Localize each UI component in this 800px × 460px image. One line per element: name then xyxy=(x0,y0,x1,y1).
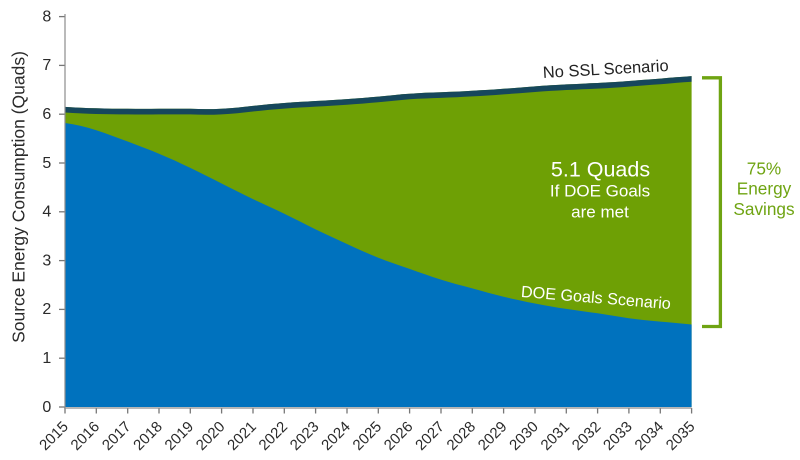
svg-text:6: 6 xyxy=(42,106,51,123)
svg-text:2022: 2022 xyxy=(256,418,292,454)
svg-text:2: 2 xyxy=(42,301,51,318)
svg-text:2020: 2020 xyxy=(193,418,229,454)
svg-text:Energy: Energy xyxy=(737,179,792,199)
svg-text:2034: 2034 xyxy=(632,418,668,454)
svg-text:2018: 2018 xyxy=(130,418,166,454)
svg-text:Source Energy Consumption (Qua: Source Energy Consumption (Quads) xyxy=(9,51,29,343)
svg-text:2028: 2028 xyxy=(444,418,480,454)
svg-text:2029: 2029 xyxy=(475,418,511,454)
svg-text:2024: 2024 xyxy=(318,418,354,454)
svg-text:2017: 2017 xyxy=(99,418,135,454)
svg-text:2015: 2015 xyxy=(36,418,72,454)
svg-text:8: 8 xyxy=(42,8,51,25)
svg-text:0: 0 xyxy=(42,399,51,416)
svg-text:are met: are met xyxy=(571,203,629,222)
svg-text:2025: 2025 xyxy=(350,418,386,454)
svg-text:2016: 2016 xyxy=(68,418,104,454)
svg-text:2033: 2033 xyxy=(600,418,636,454)
svg-text:2023: 2023 xyxy=(287,418,323,454)
svg-text:7: 7 xyxy=(42,57,51,74)
svg-text:1: 1 xyxy=(42,350,51,367)
svg-text:2030: 2030 xyxy=(506,418,542,454)
svg-text:2027: 2027 xyxy=(412,418,448,454)
svg-text:2031: 2031 xyxy=(538,418,574,454)
svg-text:2021: 2021 xyxy=(224,418,260,454)
svg-text:75%: 75% xyxy=(747,158,781,178)
svg-text:4: 4 xyxy=(42,204,51,221)
svg-text:Savings: Savings xyxy=(733,199,794,219)
svg-text:3: 3 xyxy=(42,252,51,269)
svg-text:2035: 2035 xyxy=(663,418,699,454)
svg-text:2032: 2032 xyxy=(569,418,605,454)
svg-text:If DOE Goals: If DOE Goals xyxy=(550,181,650,200)
svg-text:No SSL Scenario: No SSL Scenario xyxy=(542,57,669,82)
svg-text:2019: 2019 xyxy=(162,418,198,454)
svg-text:2026: 2026 xyxy=(381,418,417,454)
svg-text:5: 5 xyxy=(42,155,51,172)
svg-text:5.1 Quads: 5.1 Quads xyxy=(551,157,650,181)
